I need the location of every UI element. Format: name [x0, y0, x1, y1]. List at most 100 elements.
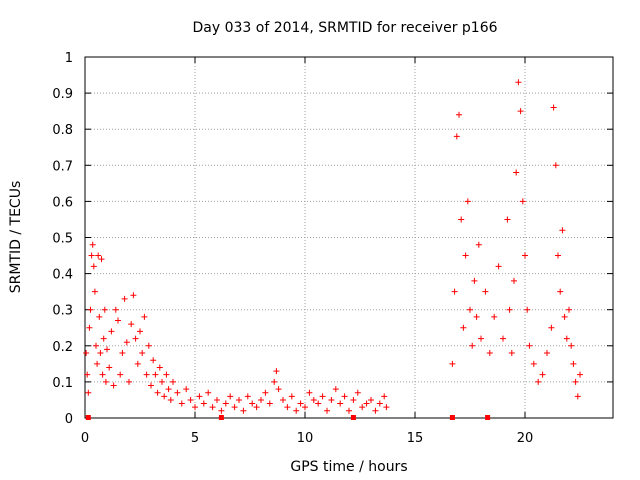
- data-point: [284, 404, 291, 411]
- data-point: [115, 317, 121, 324]
- x-tick-label: 0: [81, 431, 89, 446]
- data-point: [495, 263, 502, 270]
- data-point: [563, 335, 570, 342]
- data-point: [84, 371, 91, 378]
- data-point: [535, 378, 542, 385]
- data-point: [148, 382, 154, 389]
- data-point: [154, 389, 161, 396]
- data-point: [297, 400, 304, 407]
- x-tick-label: 10: [297, 431, 314, 446]
- data-point: [178, 400, 185, 407]
- data-point: [262, 389, 269, 396]
- data-point: [145, 342, 152, 349]
- data-point: [167, 396, 174, 403]
- data-point: [568, 342, 575, 349]
- y-tick-label: 0.3: [52, 304, 73, 319]
- data-point: [346, 407, 352, 414]
- data-point: [524, 306, 531, 313]
- data-point: [552, 162, 559, 169]
- y-tick-label: 0.8: [52, 123, 73, 138]
- data-point: [337, 400, 344, 407]
- data-point: [475, 241, 482, 248]
- y-tick-label: 0: [65, 412, 73, 427]
- data-point: [464, 198, 471, 205]
- data-point: [519, 198, 526, 205]
- data-point: [117, 371, 124, 378]
- axis-ticks: [84, 56, 613, 419]
- data-point: [119, 350, 126, 357]
- y-tick-label: 0.1: [52, 376, 73, 391]
- y-tick-label: 0.6: [52, 195, 73, 210]
- data-point: [231, 404, 238, 411]
- data-point: [90, 263, 97, 270]
- data-point: [570, 360, 577, 367]
- data-point: [89, 241, 96, 248]
- y-tick-label: 0.2: [52, 340, 73, 355]
- data-point: [478, 335, 484, 342]
- data-point: [539, 371, 546, 378]
- data-point: [258, 396, 264, 403]
- data-point: [522, 252, 528, 259]
- data-point: [557, 288, 564, 295]
- data-point: [310, 396, 317, 403]
- data-point: [561, 313, 568, 320]
- data-point: [354, 389, 361, 396]
- data-point: [192, 404, 198, 411]
- data-point: [137, 328, 143, 335]
- data-point: [332, 386, 339, 393]
- data-point: [236, 396, 242, 403]
- data-point: [544, 350, 550, 357]
- data-point: [293, 407, 300, 414]
- data-point: [126, 378, 132, 385]
- data-point: [550, 104, 557, 111]
- x-tick-label: 15: [407, 431, 424, 446]
- data-point: [383, 404, 390, 411]
- data-point: [174, 389, 181, 396]
- data-point: [150, 357, 157, 364]
- data-point: [456, 111, 462, 118]
- y-tick-label: 0.7: [52, 159, 73, 174]
- data-point: [96, 313, 103, 320]
- data-point: [88, 252, 95, 259]
- data-point: [83, 350, 90, 357]
- data-point: [161, 393, 168, 400]
- data-point: [273, 368, 280, 375]
- data-point: [526, 342, 533, 349]
- data-point: [453, 133, 460, 140]
- data-point: [508, 350, 515, 357]
- data-point: [143, 371, 150, 378]
- data-point: [473, 313, 480, 320]
- data-point: [467, 306, 473, 313]
- data-point: [87, 306, 94, 313]
- data-point: [98, 256, 105, 263]
- data-point: [486, 350, 493, 357]
- data-point: [319, 393, 326, 400]
- data-point: [381, 393, 388, 400]
- data-point: [471, 277, 478, 284]
- data-point: [530, 360, 537, 367]
- data-point: [572, 378, 579, 385]
- data-point: [460, 324, 467, 331]
- data-point: [341, 393, 348, 400]
- data-point: [491, 313, 498, 320]
- data-point: [469, 342, 476, 349]
- y-axis-label: SRMTID / TECUs: [8, 181, 24, 294]
- data-point: [95, 252, 102, 259]
- x-tick-label: 5: [191, 431, 199, 446]
- data-point: [253, 404, 260, 411]
- data-point: [187, 396, 194, 403]
- data-point: [462, 252, 469, 259]
- data-point: [139, 350, 146, 357]
- data-point: [350, 396, 357, 403]
- data-point: [214, 396, 220, 403]
- data-point: [566, 306, 572, 313]
- data-point: [574, 393, 581, 400]
- data-point: [555, 252, 561, 259]
- data-point: [548, 324, 555, 331]
- data-point: [280, 396, 286, 403]
- data-point: [504, 216, 511, 223]
- data-point: [102, 378, 109, 385]
- data-point: [86, 324, 93, 331]
- gap-marker: [218, 415, 224, 420]
